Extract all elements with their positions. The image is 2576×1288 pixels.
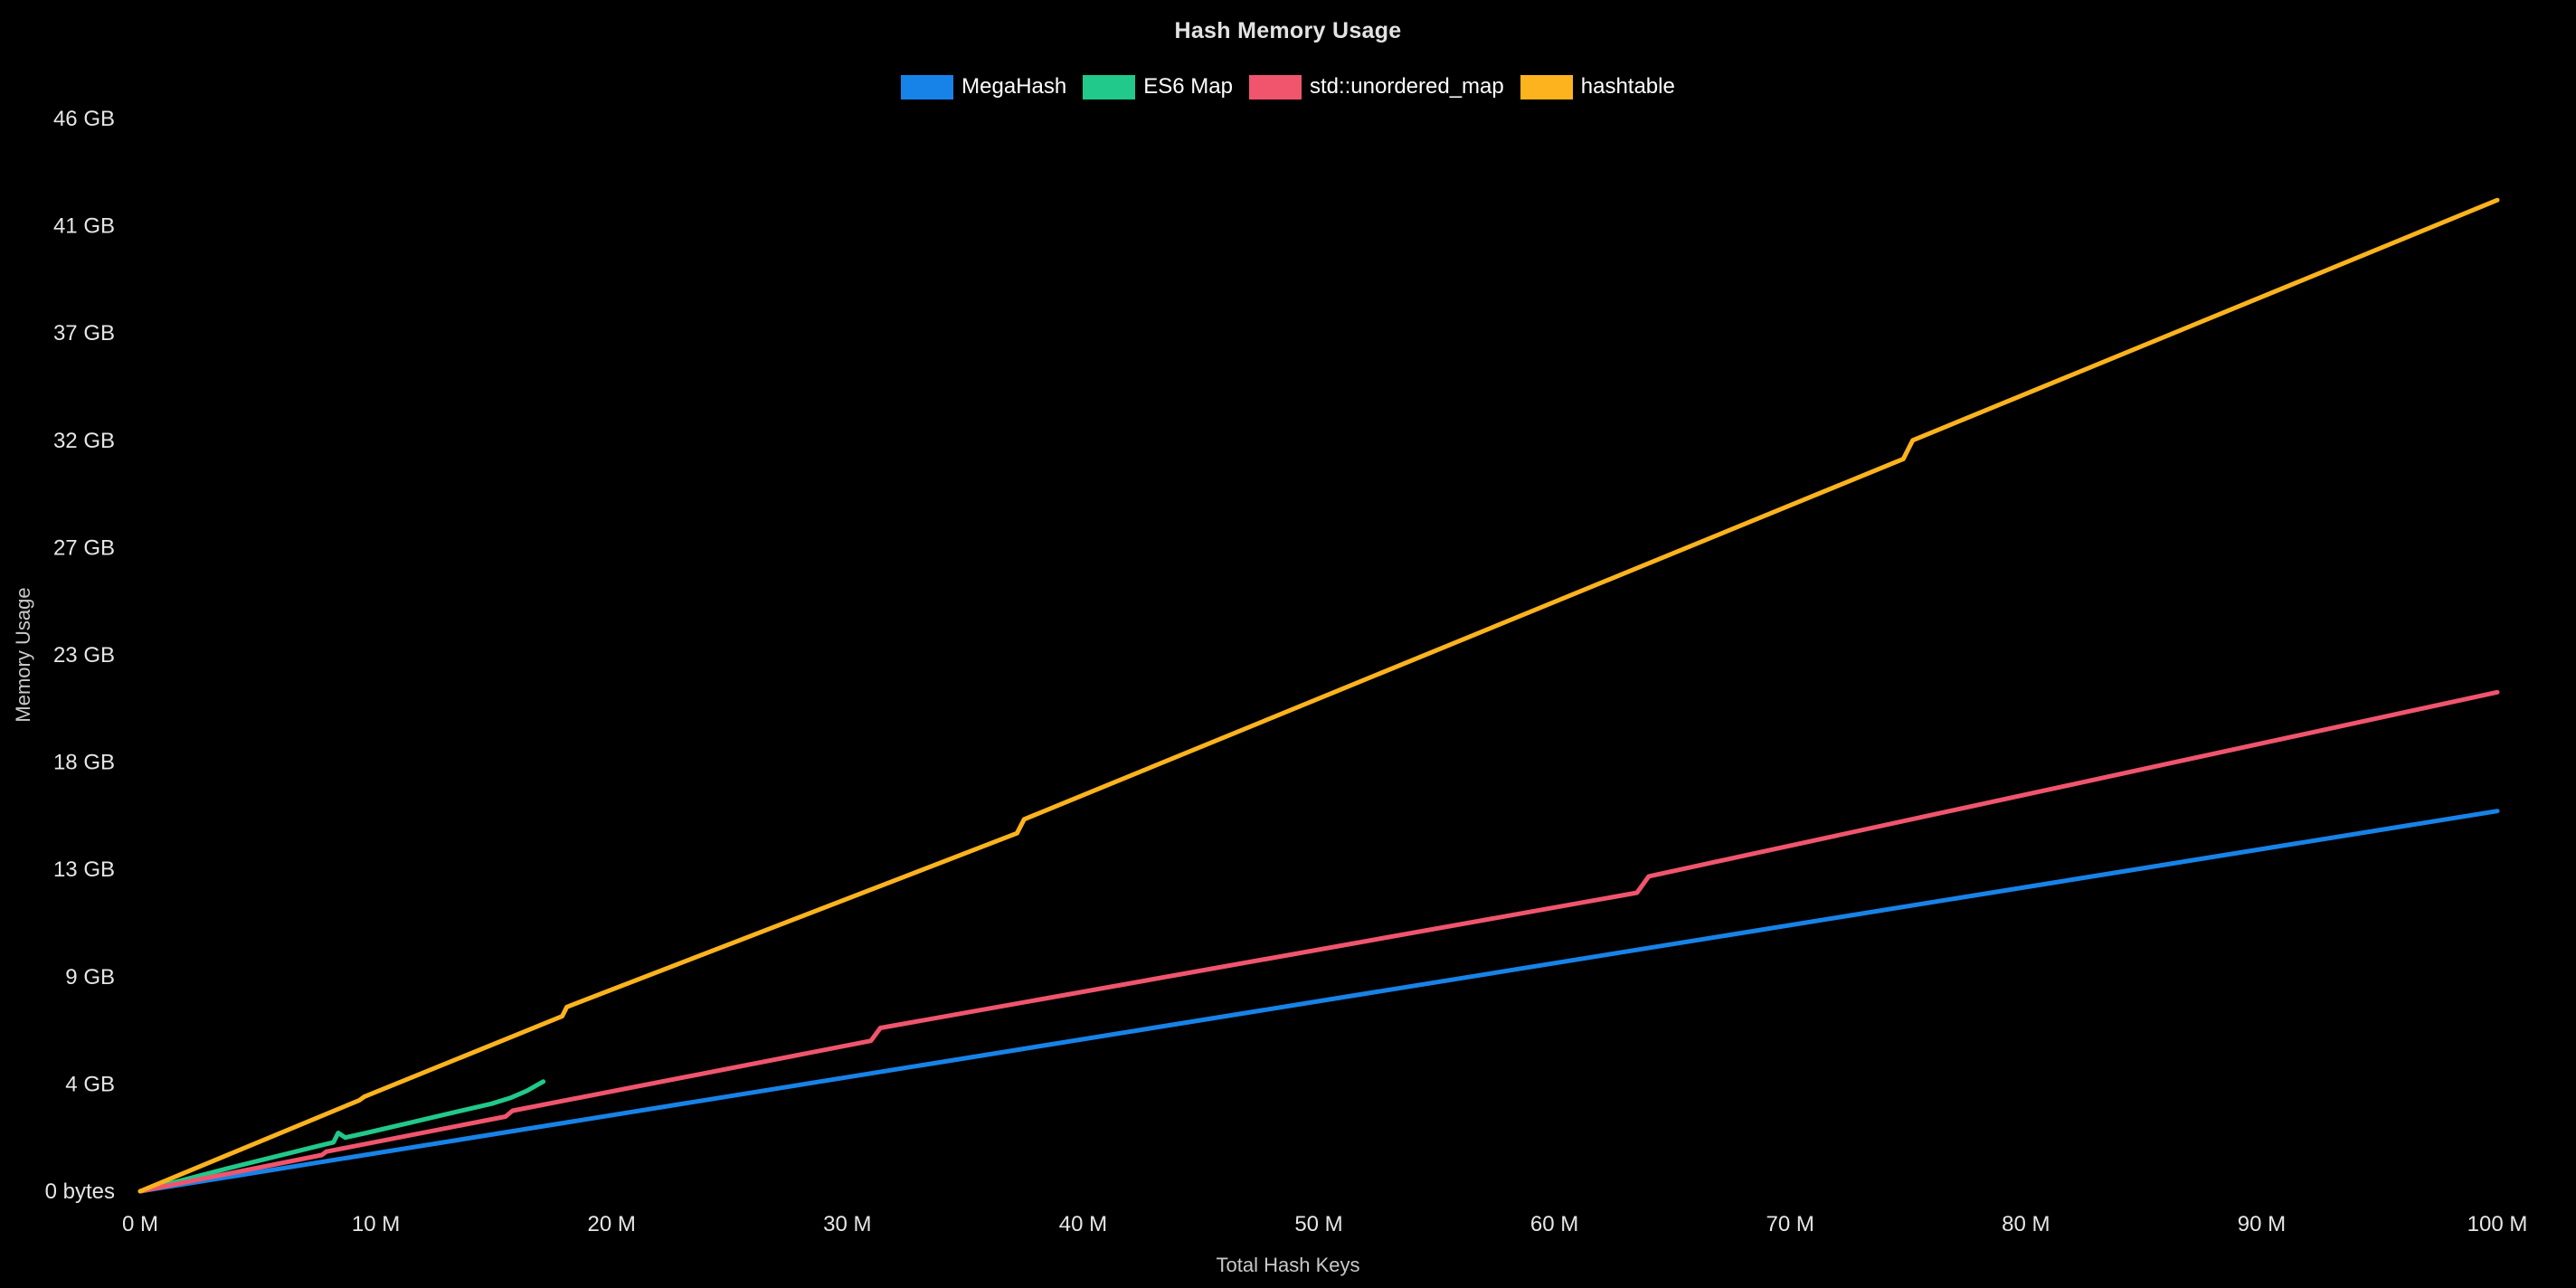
x-tick-label: 50 M xyxy=(1294,1212,1342,1236)
legend-item-megahash[interactable]: MegaHash xyxy=(901,74,1066,99)
x-tick-label: 70 M xyxy=(1766,1212,1814,1236)
x-tick-label: 0 M xyxy=(122,1212,158,1236)
x-tick-label: 100 M xyxy=(2467,1212,2528,1236)
series-line-std-unordered-map xyxy=(137,689,2500,1194)
y-tick-label: 32 GB xyxy=(53,429,115,453)
legend-swatch-std-unordered-map xyxy=(1248,74,1302,99)
legend-item-hashtable[interactable]: hashtable xyxy=(1520,74,1675,99)
y-tick-label: 27 GB xyxy=(53,535,115,560)
y-tick-label: 18 GB xyxy=(53,751,115,775)
chart-title: Hash Memory Usage xyxy=(1174,18,1402,43)
series-line-hashtable xyxy=(137,197,2500,1194)
x-tick-label: 10 M xyxy=(352,1212,400,1236)
legend-label: MegaHash xyxy=(961,74,1067,99)
y-tick-label: 37 GB xyxy=(53,321,115,346)
y-tick-label: 23 GB xyxy=(53,643,115,668)
legend-swatch-es6-map xyxy=(1083,74,1136,99)
legend-label: hashtable xyxy=(1580,74,1675,99)
x-tick-label: 90 M xyxy=(2238,1212,2286,1236)
x-tick-label: 40 M xyxy=(1059,1212,1107,1236)
legend: MegaHash ES6 Map std::unordered_map hashtab… xyxy=(0,74,2576,99)
x-tick-label: 20 M xyxy=(588,1212,636,1236)
y-tick-label: 41 GB xyxy=(53,214,115,239)
series-line-megahash xyxy=(137,809,2500,1194)
legend-label: std::unordered_map xyxy=(1309,74,1504,99)
legend-item-es6-map[interactable]: ES6 Map xyxy=(1083,74,1233,99)
x-tick-label: 60 M xyxy=(1530,1212,1578,1236)
x-tick-label: 80 M xyxy=(2002,1212,2050,1236)
legend-swatch-megahash xyxy=(901,74,954,99)
y-tick-label: 13 GB xyxy=(53,857,115,882)
x-tick-label: 30 M xyxy=(823,1212,871,1236)
y-tick-label: 9 GB xyxy=(65,965,115,990)
y-tick-label: 46 GB xyxy=(53,107,115,131)
legend-item-std-unordered-map[interactable]: std::unordered_map xyxy=(1248,74,1504,99)
y-tick-label: 4 GB xyxy=(65,1072,115,1096)
y-tick-label: 0 bytes xyxy=(45,1179,115,1204)
legend-swatch-hashtable xyxy=(1520,74,1573,99)
series-line-es6-map xyxy=(137,1079,546,1194)
x-axis-title: Total Hash Keys xyxy=(1216,1254,1360,1276)
legend-label: ES6 Map xyxy=(1143,74,1233,99)
